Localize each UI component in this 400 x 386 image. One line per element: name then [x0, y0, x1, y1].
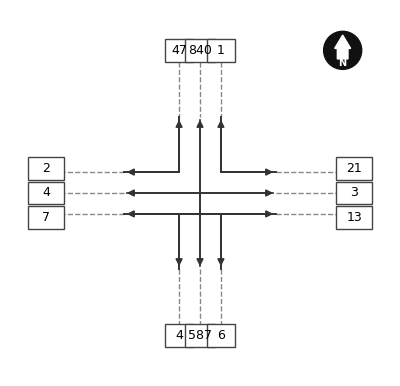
- Circle shape: [324, 31, 362, 69]
- Bar: [165, 39, 193, 62]
- Bar: [185, 324, 215, 347]
- Bar: [207, 324, 235, 347]
- Text: 840: 840: [188, 44, 212, 57]
- Text: 47: 47: [171, 44, 187, 57]
- Text: 587: 587: [188, 329, 212, 342]
- Text: 13: 13: [346, 211, 362, 224]
- Bar: [336, 206, 372, 229]
- Bar: [185, 39, 215, 62]
- Text: 7: 7: [42, 211, 50, 224]
- Text: 3: 3: [350, 186, 358, 200]
- Text: 4: 4: [42, 186, 50, 200]
- Bar: [207, 39, 235, 62]
- Text: 1: 1: [217, 44, 225, 57]
- Polygon shape: [335, 35, 351, 59]
- Bar: [28, 181, 64, 205]
- Bar: [336, 157, 372, 180]
- Text: 4: 4: [175, 329, 183, 342]
- Bar: [165, 324, 193, 347]
- Text: 6: 6: [217, 329, 225, 342]
- Bar: [28, 206, 64, 229]
- Bar: [28, 157, 64, 180]
- Text: N: N: [339, 58, 347, 68]
- Text: 2: 2: [42, 162, 50, 175]
- Bar: [336, 181, 372, 205]
- Text: 21: 21: [346, 162, 362, 175]
